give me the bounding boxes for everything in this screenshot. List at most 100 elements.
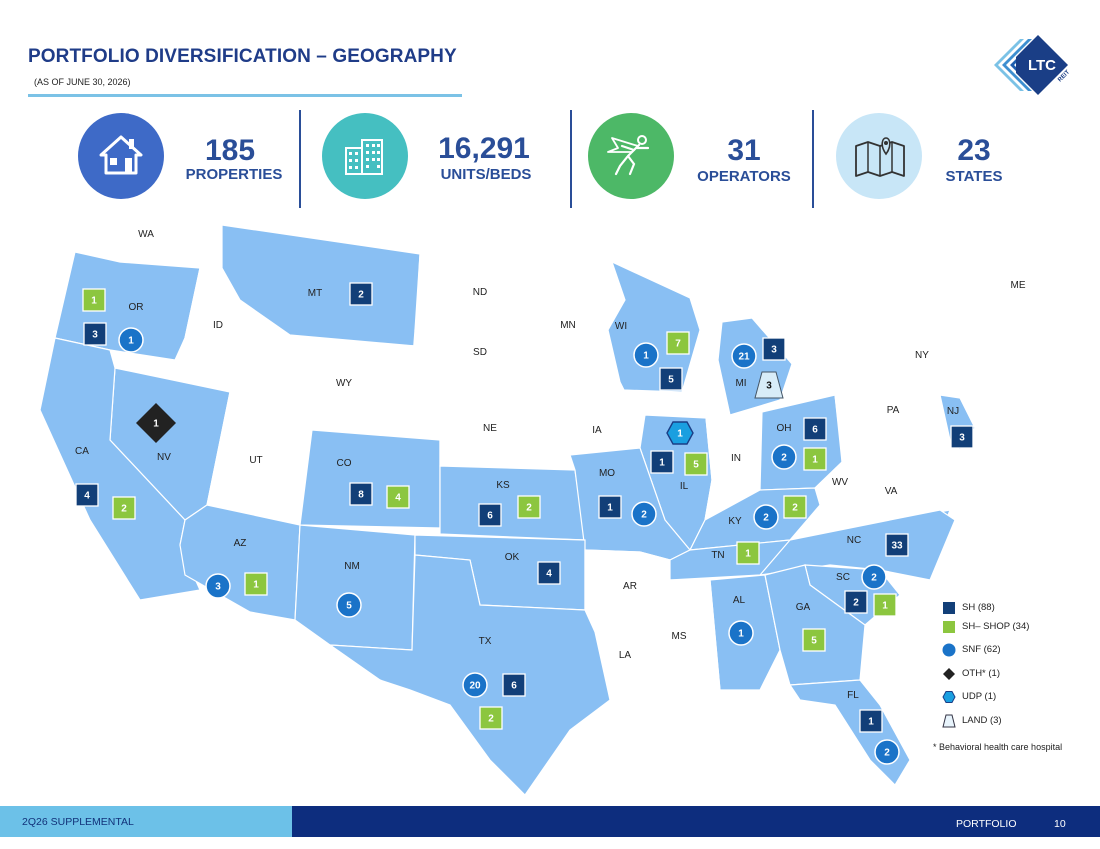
marker-value: 3 [959, 433, 965, 444]
state-label-wi: WI [615, 321, 627, 332]
marker-value: 6 [487, 511, 493, 522]
state-label-id: ID [213, 320, 223, 331]
marker-sh-shop-tn: 1 [736, 541, 760, 565]
state-label-al: AL [733, 595, 746, 606]
page-subtitle: (AS OF JUNE 30, 2026) [34, 77, 131, 87]
buildings-icon [345, 139, 383, 175]
marker-sh-shop-az: 1 [244, 572, 268, 596]
state-label-mt: MT [308, 288, 322, 299]
marker-snf-tx: 20 [462, 672, 488, 698]
marker-snf-sc: 2 [861, 564, 887, 590]
marker-snf-ky: 2 [753, 504, 779, 530]
stat-properties: 185 PROPERTIES [78, 108, 298, 208]
circle-icon [942, 643, 956, 657]
state-label-fl: FL [847, 690, 859, 701]
marker-snf-az: 3 [205, 573, 231, 599]
marker-sh-tx: 6 [502, 673, 526, 697]
stat-units-value: 16,291 [438, 132, 530, 165]
state-label-co: CO [337, 458, 352, 469]
page-title: PORTFOLIO DIVERSIFICATION – GEOGRAPHY [28, 46, 457, 67]
marker-value: 2 [641, 510, 647, 521]
state-label-or: OR [129, 302, 144, 313]
marker-sh-mi: 3 [762, 337, 786, 361]
marker-value: 1 [153, 419, 159, 430]
state-label-pa: PA [887, 405, 900, 416]
state-label-wv: WV [832, 477, 848, 488]
marker-value: 6 [511, 681, 517, 692]
marker-sh-shop-ks: 2 [517, 495, 541, 519]
legend-item-snf: SNF (62) [942, 642, 1082, 658]
marker-sh-nj: 3 [950, 425, 974, 449]
state-co [299, 429, 441, 529]
footer-left-bar: 2Q26 SUPPLEMENTAL [0, 806, 292, 837]
marker-sh-sc: 2 [844, 590, 868, 614]
marker-land-mi: 3 [754, 371, 784, 399]
marker-value: 1 [643, 351, 649, 362]
marker-sh-shop-oh: 1 [803, 447, 827, 471]
marker-snf-or: 1 [118, 327, 144, 353]
state-label-la: LA [619, 650, 632, 661]
marker-value: 4 [546, 569, 552, 580]
marker-value: 21 [738, 352, 750, 363]
stat-operators-circle [588, 113, 674, 199]
stat-divider [812, 110, 814, 208]
marker-snf-mi: 21 [731, 343, 757, 369]
state-label-ca: CA [75, 446, 89, 457]
state-label-ky: KY [728, 516, 742, 527]
marker-sh-il: 1 [650, 450, 674, 474]
stat-operators-label: OPERATORS [697, 168, 791, 185]
marker-sh-shop-co: 4 [386, 485, 410, 509]
marker-value: 2 [884, 748, 890, 759]
state-label-az: AZ [234, 538, 247, 549]
marker-sh-shop-il: 5 [684, 452, 708, 476]
state-label-oh: OH [777, 423, 792, 434]
diamond-icon [943, 668, 955, 680]
marker-value: 2 [763, 513, 769, 524]
legend-label: LAND (3) [962, 715, 1002, 726]
marker-sh-ok: 4 [537, 561, 561, 585]
stat-properties-label: PROPERTIES [185, 166, 283, 183]
title-underline [28, 94, 462, 97]
marker-sh-wi: 5 [659, 367, 683, 391]
marker-value: 8 [358, 490, 364, 501]
square-icon [943, 621, 955, 633]
marker-sh-shop-ca: 2 [112, 496, 136, 520]
state-pa [834, 379, 951, 456]
state-label-wa: WA [138, 229, 154, 240]
marker-sh-or: 3 [83, 322, 107, 346]
state-label-ia: IA [592, 425, 602, 436]
marker-snf-wi: 1 [633, 342, 659, 368]
stat-divider [570, 110, 572, 208]
state-label-nm: NM [344, 561, 360, 572]
marker-value: 3 [92, 330, 98, 341]
state-me [989, 228, 1061, 329]
legend-label: OTH* (1) [962, 668, 1000, 679]
marker-sh-mt: 2 [349, 282, 373, 306]
stat-units-label: UNITS/BEDS [440, 166, 532, 183]
marker-value: 2 [358, 290, 364, 301]
state-label-ga: GA [796, 602, 811, 613]
marker-value: 7 [675, 339, 681, 350]
state-label-nv: NV [157, 452, 171, 463]
legend-label: SNF (62) [962, 644, 1001, 655]
trapezoid-icon [942, 714, 956, 728]
marker-value: 5 [693, 460, 699, 471]
footnote: * Behavioral health care hospital [933, 742, 1063, 752]
marker-snf-oh: 2 [771, 444, 797, 470]
marker-value: 1 [607, 503, 613, 514]
state-label-ks: KS [496, 480, 510, 491]
map-pin-icon [855, 137, 905, 177]
marker-value: 1 [91, 296, 97, 307]
marker-sh-fl: 1 [859, 709, 883, 733]
marker-snf-nm: 5 [336, 592, 362, 618]
state-label-ms: MS [672, 631, 687, 642]
marker-udp-il: 1 [666, 421, 694, 445]
marker-sh-nc: 33 [885, 533, 909, 557]
state-label-ar: AR [623, 581, 637, 592]
marker-value: 1 [128, 336, 134, 347]
hexagon-icon [942, 691, 956, 703]
state-label-sc: SC [836, 572, 850, 583]
marker-value: 1 [745, 549, 751, 560]
footer-supplemental-label: 2Q26 SUPPLEMENTAL [22, 816, 134, 828]
square-icon [943, 602, 955, 614]
